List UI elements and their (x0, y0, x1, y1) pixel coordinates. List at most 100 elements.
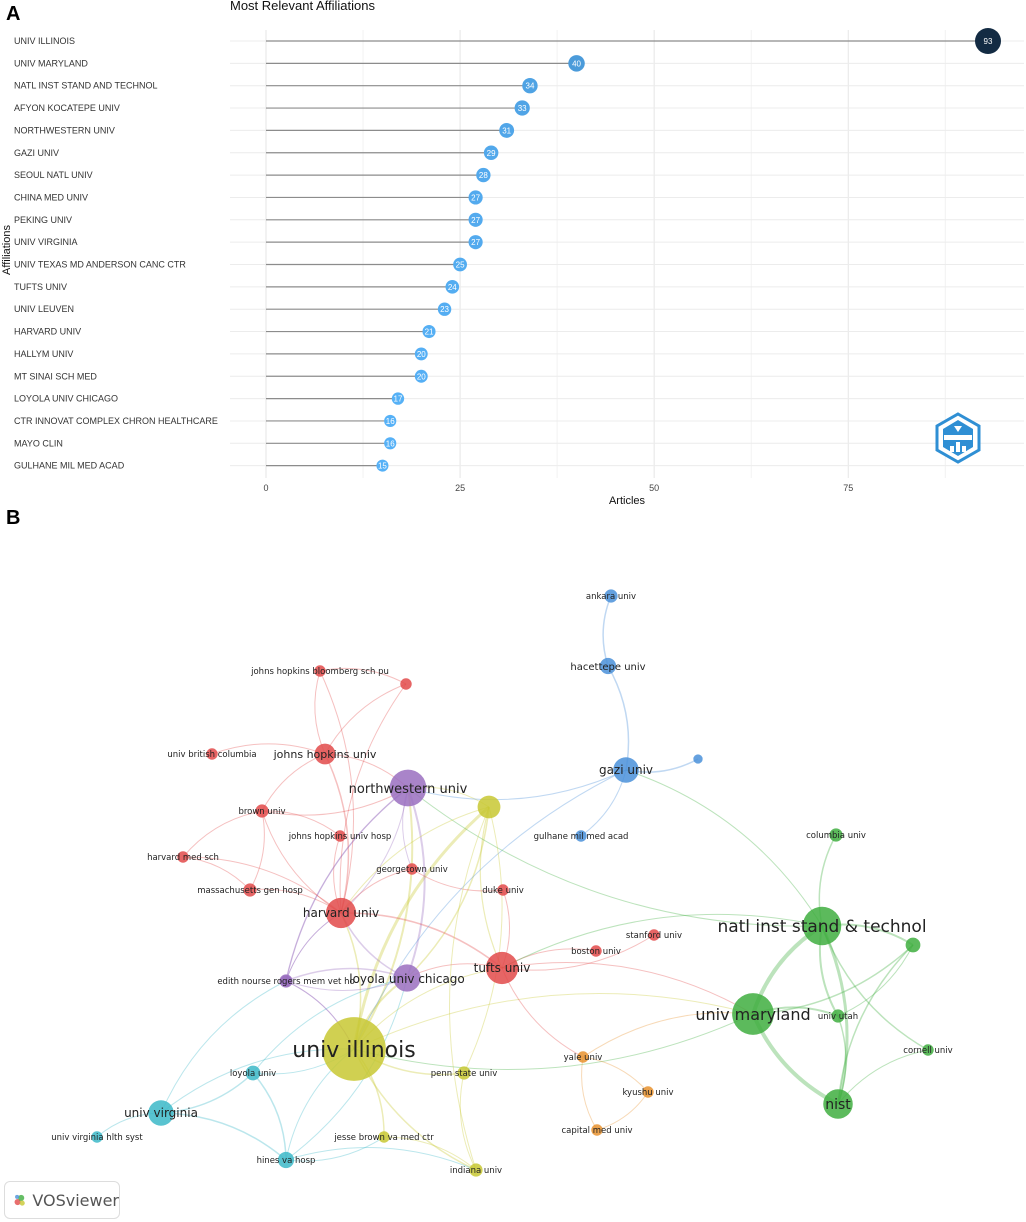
value-label: 23 (440, 305, 449, 314)
network-node-label: univ virginia hlth syst (51, 1133, 143, 1143)
lollipop-dot (437, 302, 452, 316)
network-node (322, 1017, 386, 1081)
lollipop-dot (483, 145, 499, 161)
chart-title: Most Relevant Affiliations (230, 0, 375, 13)
value-label: 93 (984, 37, 993, 46)
network-edge (821, 925, 929, 1051)
affiliation-label: MT SINAI SCH MED (14, 371, 97, 381)
network-edge (182, 810, 263, 858)
affiliation-label: UNIV ILLINOIS (14, 36, 75, 46)
network-node (599, 657, 617, 675)
value-label: 31 (502, 126, 511, 135)
network-node-label: boston univ (571, 947, 621, 957)
network-edge (285, 787, 409, 982)
y-axis-title: Affiliations (1, 225, 13, 275)
network-node (477, 795, 501, 819)
network-node-label: harvard med sch (147, 853, 219, 863)
plot-area (230, 30, 1024, 478)
network-node (693, 754, 703, 764)
value-label: 27 (471, 238, 480, 247)
network-edge (407, 769, 627, 801)
lollipop-chart: 0 25 50 75 UNIV ILLINOIS 93 UNIV MARYLAND 40 NAT… (14, 28, 1024, 493)
network-edges (96, 595, 929, 1171)
network-node-label: penn state univ (431, 1069, 498, 1079)
affiliation-label: MAYO CLIN (14, 438, 63, 448)
lollipop-dot (384, 414, 397, 428)
lollipop-dot (468, 190, 483, 205)
network-node-label: johns hopkins univ hosp (288, 832, 392, 842)
bibliometrix-logo (935, 412, 981, 464)
lollipop-dot (384, 437, 397, 450)
network-node (457, 1066, 471, 1080)
affiliation-label: LOYOLA UNIV CHICAGO (14, 394, 118, 404)
network-edge (285, 787, 409, 982)
network-edge (182, 856, 342, 914)
affiliation-label: HALLYM UNIV (14, 349, 73, 359)
network-labels: univ illinois natl inst stand & technol un… (51, 592, 952, 1176)
network-edge (383, 1136, 477, 1171)
lollipop-dot (453, 257, 467, 272)
network-node (613, 757, 639, 783)
network-edge (352, 805, 490, 1050)
network-edge (752, 944, 914, 1015)
value-label: 27 (471, 193, 480, 202)
network-node (255, 804, 269, 818)
lollipop-dot (422, 325, 436, 339)
network-edge (160, 1112, 287, 1161)
network-node (831, 1009, 845, 1023)
network-edge (581, 1056, 598, 1131)
network-node-label: univ utah (818, 1012, 858, 1022)
network-node (591, 1124, 603, 1136)
network-node (243, 883, 257, 897)
network-node (277, 1151, 295, 1169)
network-node-label: loyola univ (230, 1069, 276, 1079)
vosviewer-badge: VOSviewer (4, 1181, 120, 1219)
network-edge (501, 962, 754, 1015)
affiliation-label: AFYON KOCATEPE UNIV (14, 103, 120, 113)
network-node-label: johns hopkins univ (273, 748, 377, 761)
x-tick-label: 75 (843, 483, 853, 493)
network-node (325, 897, 357, 929)
network-node (802, 906, 842, 946)
network-edge (340, 806, 490, 914)
network-node (905, 937, 921, 953)
affiliation-label: HARVARD UNIV (14, 327, 81, 337)
network-edge (252, 977, 408, 1074)
network-edge (837, 944, 914, 1105)
vosviewer-label: VOSviewer (32, 1190, 119, 1210)
network-edge (340, 787, 409, 914)
network-node-label: loyola univ chicago (349, 972, 465, 986)
network-node (91, 1131, 103, 1143)
network-edge (407, 787, 823, 927)
network-node (604, 589, 618, 603)
network-node-label: natl inst stand & technol (717, 917, 926, 937)
value-label: 33 (518, 104, 527, 113)
x-tick-label: 25 (455, 483, 465, 493)
network-edge (340, 912, 503, 969)
value-label: 28 (479, 171, 488, 180)
network-node-label: jesse brown va med ctr (333, 1133, 434, 1143)
network-edge (319, 670, 355, 914)
lollipop-dot (376, 459, 389, 472)
network-edge (324, 753, 350, 914)
network-edge (837, 944, 914, 1017)
network-node (314, 743, 336, 765)
network-edge (820, 925, 849, 1105)
network-node-label: harvard univ (303, 906, 379, 920)
network-edge (324, 683, 407, 755)
value-label: 24 (448, 283, 457, 292)
value-label: 40 (572, 59, 581, 68)
network-node-label: georgetown univ (376, 865, 448, 875)
network-edge (211, 743, 326, 755)
network-node-label: univ virginia (124, 1106, 198, 1120)
network-edge (353, 1013, 754, 1071)
affiliation-label: NATL INST STAND AND TECHNOL (14, 81, 158, 91)
network-edge (406, 806, 490, 979)
network-edge (285, 977, 408, 1161)
network-node (206, 748, 218, 760)
network-edge (501, 913, 823, 969)
network-node-label: johns hopkins bloomberg sch pu (250, 667, 389, 677)
network-node (732, 993, 774, 1035)
lollipop-dot (514, 100, 530, 116)
network-node (577, 1051, 589, 1063)
